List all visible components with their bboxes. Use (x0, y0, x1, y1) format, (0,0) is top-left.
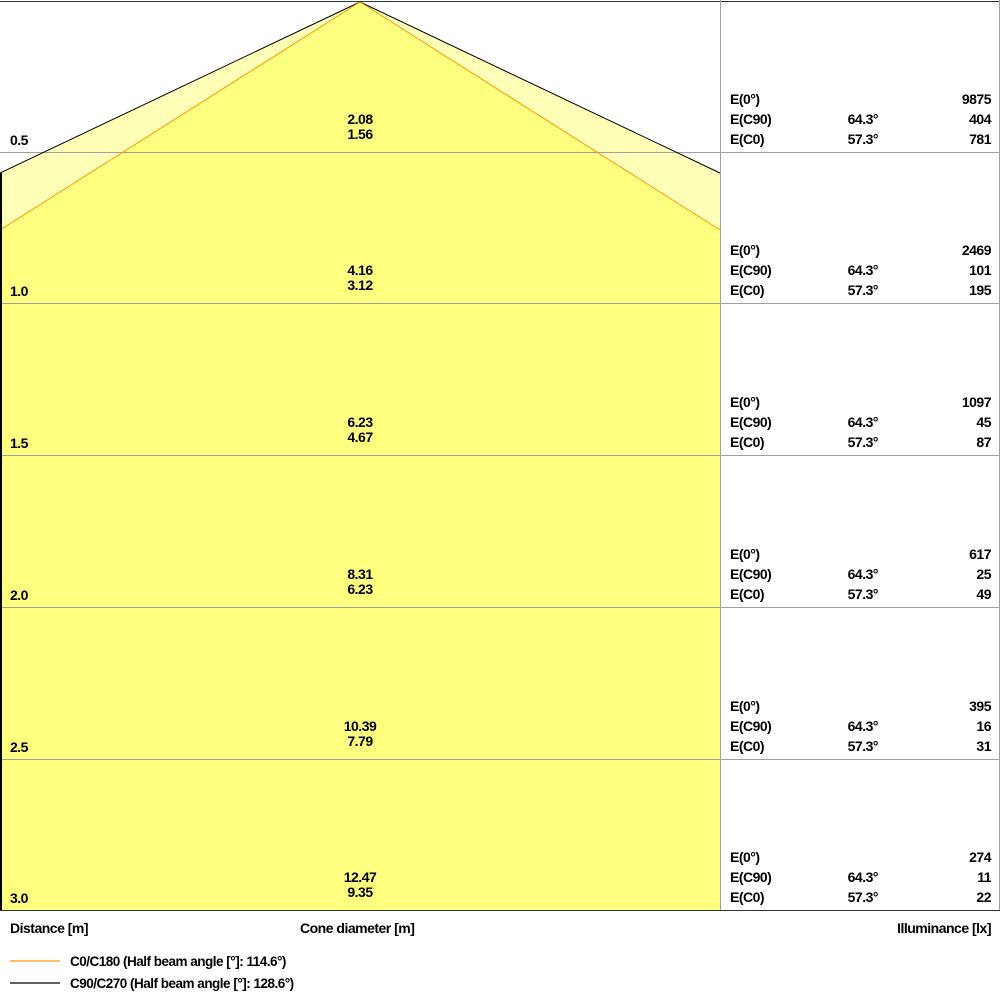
e0-value: 1097 (961, 394, 992, 410)
ec90-angle: 64.3° (847, 414, 879, 430)
distance-label: 2.0 (10, 587, 28, 603)
ec90-value: 404 (969, 111, 991, 127)
distance-label: 0.5 (10, 132, 28, 148)
legend-c0: C0/C180 (Half beam angle [°]: 114.6°) (70, 954, 286, 969)
cone-diameter-c90: 4.16 (347, 262, 373, 278)
ec90-value: 16 (976, 718, 991, 734)
ec90-label: E(C90) (730, 869, 772, 885)
ec0-label: E(C0) (730, 131, 765, 147)
ec0-label: E(C0) (730, 282, 765, 298)
e0-value: 9875 (961, 91, 992, 107)
ec90-angle: 64.3° (847, 111, 879, 127)
ec0-label: E(C0) (730, 434, 765, 450)
cone-diameter-c90: 6.23 (347, 414, 373, 430)
ec90-angle: 64.3° (847, 262, 879, 278)
ec0-value: 781 (969, 131, 991, 147)
c0-line-right (359, 1, 721, 231)
cone-diameter-c0: 6.23 (347, 581, 373, 597)
e0-label: E(0°) (730, 849, 760, 865)
distance-label: 3.0 (10, 890, 28, 906)
ec90-label: E(C90) (730, 262, 772, 278)
e0-value: 274 (969, 849, 991, 865)
ec90-angle: 64.3° (847, 869, 879, 885)
ec90-value: 25 (976, 566, 991, 582)
cone-diameter-c90: 2.08 (347, 111, 373, 127)
ec0-angle: 57.3° (847, 738, 879, 754)
cone-diameter-c90: 10.39 (343, 718, 377, 734)
ec0-value: 49 (976, 586, 991, 602)
distance-label: 1.0 (10, 283, 28, 299)
ec0-angle: 57.3° (847, 434, 879, 450)
e0-label: E(0°) (730, 91, 760, 107)
ec0-angle: 57.3° (847, 282, 879, 298)
e0-label: E(0°) (730, 698, 760, 714)
cone-diameter-c0: 1.56 (347, 126, 373, 142)
e0-label: E(0°) (730, 546, 760, 562)
ec90-label: E(C90) (730, 718, 772, 734)
cone-diameter-c0: 9.35 (347, 884, 373, 900)
ec90-angle: 64.3° (847, 566, 879, 582)
legend-c90: C90/C270 (Half beam angle [°]: 128.6°) (70, 976, 294, 991)
ec90-value: 45 (976, 414, 991, 430)
ec90-label: E(C90) (730, 414, 772, 430)
cone-diameter-c0: 7.79 (347, 733, 373, 749)
distance-label: 1.5 (10, 435, 28, 451)
ec90-label: E(C90) (730, 566, 772, 582)
ec0-label: E(C0) (730, 738, 765, 754)
distance-axis-label: Distance [m] (10, 920, 89, 936)
grid-lines (0, 152, 1000, 760)
ec0-angle: 57.3° (847, 889, 879, 905)
ec0-value: 87 (976, 434, 991, 450)
ec0-value: 22 (976, 889, 991, 905)
ec0-angle: 57.3° (847, 586, 879, 602)
cone-axis-label: Cone diameter [m] (300, 920, 415, 936)
cone-diameter-c0: 3.12 (347, 277, 373, 293)
cone-diameter-c0: 4.67 (347, 429, 373, 445)
c0-line-left (0, 1, 361, 231)
ec0-value: 195 (969, 282, 991, 298)
ec90-value: 101 (969, 262, 991, 278)
ec0-label: E(C0) (730, 586, 765, 602)
c90-line-left (0, 1, 361, 174)
distance-label: 2.5 (10, 739, 28, 755)
ec0-label: E(C0) (730, 889, 765, 905)
e0-label: E(0°) (730, 394, 760, 410)
ec0-angle: 57.3° (847, 131, 879, 147)
ec0-value: 31 (976, 738, 991, 754)
ec90-value: 11 (977, 869, 991, 885)
e0-value: 395 (969, 698, 991, 714)
cone-diameter-c90: 12.47 (343, 869, 377, 885)
e0-label: E(0°) (730, 242, 760, 258)
c90-line-right (359, 1, 721, 174)
illuminance-axis-label: Illuminance [lx] (897, 920, 991, 936)
cone-diameter-c90: 8.31 (347, 566, 373, 582)
e0-value: 617 (969, 546, 991, 562)
e0-value: 2469 (961, 242, 992, 258)
ec90-label: E(C90) (730, 111, 772, 127)
ec90-angle: 64.3° (847, 718, 879, 734)
